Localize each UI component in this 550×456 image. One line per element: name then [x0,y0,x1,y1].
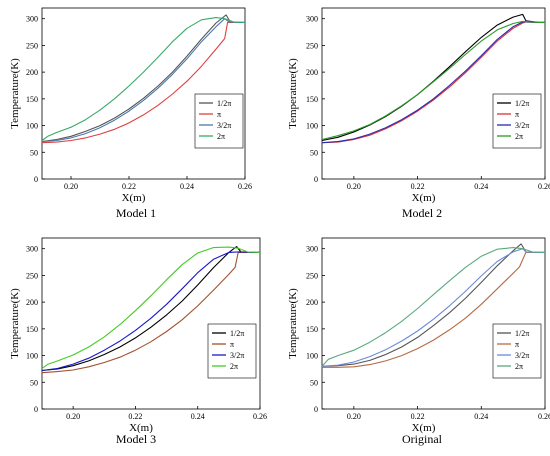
y-tick-label: 50 [30,148,38,157]
plot-frame [321,237,546,410]
y-axis-label: Temperature(K) [9,58,21,129]
y-tick-label: 0 [314,405,318,414]
y-tick-label: 0 [314,175,318,184]
chart-panel-4: 0.20 0.22 0.24 0.26 0 50 100 150 200 250 300 X(m) Te… [287,237,550,446]
y-tick-label: 50 [310,148,318,157]
y-tick-label: 200 [306,298,318,307]
series-line-1 [41,14,245,143]
x-tick-label: 0.26 [538,182,550,191]
series-line-2 [41,251,260,374]
x-tick-label: 0.26 [238,182,252,191]
x-tick-label: 0.22 [128,412,142,421]
legend-label: π [230,340,234,349]
y-tick-label: 150 [306,95,318,104]
x-tick-label: 0.24 [474,182,488,191]
series-line-1 [321,243,545,367]
x-tick-label: 0.22 [122,182,136,191]
legend: 1/2π π 3/2π 2π [492,323,542,379]
x-tick-label: 0.22 [411,182,425,191]
y-axis-label: Temperature(K) [9,288,21,359]
x-tick-label: 0.24 [191,412,205,421]
y-tick-label: 100 [306,352,318,361]
y-tick-label: 200 [26,68,38,77]
plot-frame [41,237,261,410]
panel-caption: Original [402,432,443,446]
y-tick-label: 300 [306,15,318,24]
x-tick-label: 0.26 [253,412,267,421]
x-axis-label: X(m) [122,192,146,204]
x-tick-label: 0.24 [474,412,488,421]
x-tick-label: 0.26 [538,412,550,421]
legend-label: π [217,110,221,119]
y-tick-label: 0 [34,175,38,184]
series-line-4 [321,20,545,141]
y-tick-label: 150 [26,95,38,104]
y-tick-label: 200 [306,68,318,77]
x-tick-label: 0.20 [347,182,361,191]
y-tick-label: 50 [30,378,38,387]
x-tick-label: 0.22 [411,412,425,421]
plot-frame [321,7,546,180]
series-line-3 [41,251,260,372]
y-tick-label: 100 [306,122,318,131]
y-tick-label: 250 [26,271,38,280]
chart-panel-3: 0.20 0.22 0.24 0.26 0 50 100 150 200 250 300 X(m) Te… [9,237,267,446]
y-axis-label: Temperature(K) [287,58,299,129]
y-tick-label: 150 [306,325,318,334]
x-axis-label: X(m) [412,192,436,204]
series-line-2 [321,21,545,144]
chart-panel-1: 0.20 0.22 0.24 0.26 0 50 100 150 200 250 300 X(m) Te… [9,7,252,220]
legend-label: 3/2π [230,351,244,360]
series-line-2 [322,251,545,368]
legend-label: 2π [230,362,238,371]
y-tick-label: 300 [306,245,318,254]
y-tick-label: 200 [26,298,38,307]
legend: 1/2π π 3/2π 2π [194,93,244,149]
y-axis-label: Temperature(K) [287,288,299,359]
legend-label: 2π [515,362,523,371]
y-tick-label: 50 [310,378,318,387]
legend-label: 1/2π [230,329,244,338]
panel-caption: Model 2 [402,206,442,220]
legend-label: 3/2π [217,121,231,130]
panel-caption: Model 1 [116,206,156,220]
legend-label: 2π [515,132,523,141]
series-line-4 [321,247,546,367]
x-tick-label: 0.24 [180,182,194,191]
y-tick-label: 300 [26,15,38,24]
x-tick-label: 0.20 [347,412,361,421]
series-line-4 [41,246,261,369]
y-tick-label: 250 [306,41,318,50]
chart-panel-2: 0.20 0.22 0.24 0.26 0 50 100 150 200 250 300 X(m) Te… [287,7,550,220]
plot-frame [41,7,246,180]
legend-label: π [515,110,519,119]
series-line-1 [321,13,545,142]
panel-caption: Model 3 [116,432,156,446]
legend-label: 3/2π [515,351,529,360]
series-line-2 [41,21,245,144]
legend-label: 2π [217,132,225,141]
x-tick-label: 0.20 [66,412,80,421]
legend: 1/2π π 3/2π 2π [207,323,257,379]
series-line-3 [321,248,545,367]
legend-label: 1/2π [515,99,529,108]
legend: 1/2π π 3/2π 2π [492,93,542,149]
y-tick-label: 100 [26,352,38,361]
y-tick-label: 150 [26,325,38,334]
y-tick-label: 250 [306,271,318,280]
legend-label: 1/2π [217,99,231,108]
legend-label: 3/2π [515,121,529,130]
x-axis-label: X(m) [129,422,153,434]
legend-box [492,323,542,379]
y-tick-label: 100 [26,122,38,131]
legend-label: π [515,340,519,349]
y-tick-label: 300 [26,245,38,254]
x-axis-label: X(m) [412,422,436,434]
x-tick-label: 0.20 [64,182,78,191]
series-line-4 [41,17,246,141]
legend-label: 1/2π [515,329,529,338]
y-tick-label: 0 [34,405,38,414]
y-tick-label: 250 [26,41,38,50]
